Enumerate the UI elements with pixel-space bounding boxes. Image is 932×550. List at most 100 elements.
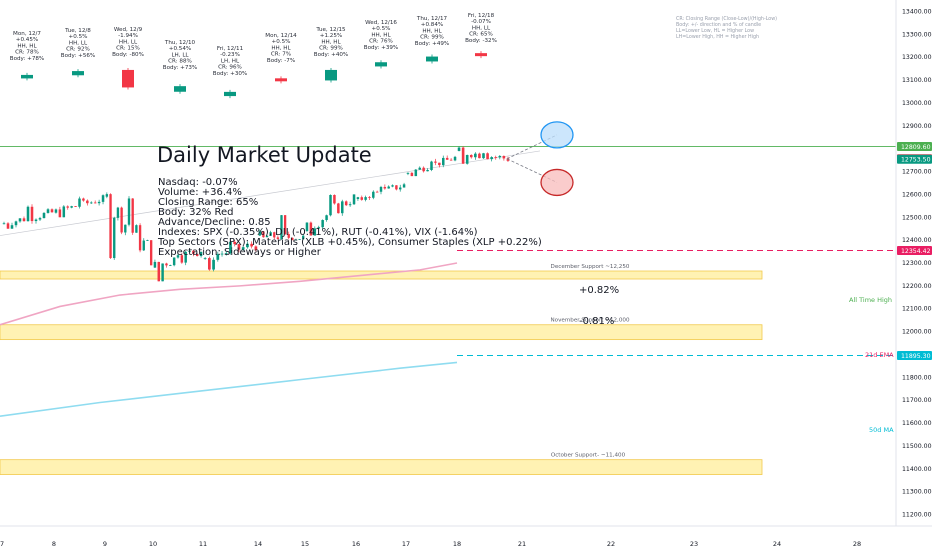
candle-body bbox=[258, 231, 261, 236]
candle-body bbox=[220, 253, 224, 255]
candle-body bbox=[329, 194, 332, 216]
price-tag-label: 12354.42 bbox=[901, 248, 931, 255]
daily-summary-line: +0.5% bbox=[372, 26, 391, 32]
summary-line: Expectation: Sideways or Higher bbox=[158, 247, 322, 258]
candle-body bbox=[418, 167, 421, 170]
projection-markers bbox=[506, 121, 574, 197]
time-tick-label: 21 bbox=[518, 540, 526, 548]
candle-body bbox=[379, 186, 383, 192]
candle-body bbox=[199, 251, 203, 257]
daily-summary-line: HH, HL bbox=[321, 39, 341, 45]
ma-label: 50d MA bbox=[869, 426, 894, 434]
candle-body bbox=[105, 194, 109, 197]
candle-body bbox=[341, 201, 344, 214]
support-zones: December Support ~12,250 November Support… bbox=[0, 264, 763, 475]
price-tick-label: 13300.00 bbox=[902, 31, 932, 38]
candle-body bbox=[74, 206, 77, 207]
price-tick-label: 13000.00 bbox=[902, 100, 932, 107]
time-axis[interactable]: 7 8 9 10 11 14 15 16 17 18 21 22 23 24 28 bbox=[0, 525, 932, 548]
candle-body bbox=[344, 201, 348, 206]
daily-summary-line: CR: 88% bbox=[168, 59, 192, 65]
daily-summary-line: +0.5% bbox=[69, 34, 88, 40]
daily-summary-line: +0.54% bbox=[169, 46, 191, 52]
candle-body bbox=[406, 172, 410, 174]
summary-line: Volume: +36.4% bbox=[158, 187, 242, 198]
candle-body bbox=[469, 154, 473, 158]
price-tick-label: 11300.00 bbox=[902, 489, 932, 496]
candle-body bbox=[180, 255, 184, 263]
candle-body bbox=[216, 254, 220, 260]
candle-body bbox=[176, 255, 180, 258]
page-title: Daily Market Update bbox=[157, 143, 372, 167]
candle-body bbox=[157, 261, 160, 282]
price-tick-label: 12500.00 bbox=[902, 214, 932, 221]
candle-body bbox=[237, 244, 241, 250]
price-tick-label: 13400.00 bbox=[902, 8, 932, 15]
price-axis[interactable]: 13400.00 13300.00 13200.00 13100.00 13000.00… bbox=[895, 0, 932, 526]
candle-body bbox=[337, 203, 340, 214]
daily-summary-line: Body: +40% bbox=[314, 52, 349, 58]
daily-summary-line: Body: +30% bbox=[213, 71, 248, 77]
candle-body bbox=[399, 187, 402, 190]
candle-body bbox=[250, 243, 254, 247]
daily-summary-line: HH, LL bbox=[119, 39, 138, 45]
candle-body bbox=[283, 215, 287, 235]
up-projection-label: +0.82% bbox=[579, 285, 619, 296]
candle-body bbox=[438, 162, 441, 166]
mini-candle-body bbox=[375, 62, 387, 67]
candle-body bbox=[426, 169, 429, 172]
level-lines bbox=[0, 146, 896, 357]
time-tick-label: 11 bbox=[199, 540, 207, 548]
price-tick-label: 12300.00 bbox=[902, 260, 932, 267]
candle-body bbox=[127, 198, 131, 225]
candle-body bbox=[188, 250, 191, 252]
time-tick-label: 9 bbox=[103, 540, 107, 548]
candle-body bbox=[66, 206, 69, 208]
price-tick-label: 11500.00 bbox=[902, 443, 932, 450]
price-tag bbox=[897, 141, 932, 151]
candle-body bbox=[131, 198, 134, 233]
candle-body bbox=[269, 232, 272, 236]
daily-summary-line: Wed, 12/9 bbox=[114, 27, 143, 33]
price-tick-label: 11600.00 bbox=[902, 420, 932, 427]
daily-summary-line: HH, LL bbox=[472, 25, 491, 31]
legend-line: LL=Lower Low, HL = Higher Low bbox=[676, 28, 754, 34]
summary-line: Closing Range: 65% bbox=[158, 197, 258, 208]
candle-body bbox=[229, 241, 232, 254]
candle-body bbox=[273, 232, 276, 238]
mini-candle-body bbox=[475, 53, 487, 57]
candle-body bbox=[449, 159, 453, 161]
ma-curve bbox=[0, 361, 458, 418]
candle-body bbox=[305, 222, 309, 231]
daily-summary-line: Mon, 12/14 bbox=[265, 33, 297, 39]
daily-summary-line: Wed, 12/16 bbox=[365, 20, 397, 26]
price-tick-label: 11700.00 bbox=[902, 397, 932, 404]
price-tag bbox=[897, 246, 932, 256]
candle-body bbox=[317, 227, 320, 229]
rising-trendline bbox=[0, 150, 541, 236]
candle-body bbox=[192, 250, 195, 254]
price-tag bbox=[897, 154, 932, 164]
daily-summary-line: CR: 99% bbox=[420, 35, 444, 41]
support-zone bbox=[0, 270, 763, 280]
candle-body bbox=[101, 195, 105, 202]
candle-body bbox=[116, 207, 120, 218]
candle-body bbox=[184, 251, 187, 263]
candle-body bbox=[494, 157, 498, 158]
daily-summary-line: LH, HL bbox=[221, 58, 240, 64]
down-projection-circle bbox=[540, 168, 574, 197]
daily-summary-line: -0.07% bbox=[471, 19, 491, 25]
daily-summary-line: HH, LL bbox=[69, 40, 88, 46]
candle-body bbox=[42, 212, 46, 219]
candle-body bbox=[54, 209, 58, 213]
candle-body bbox=[38, 218, 42, 220]
candle-body bbox=[333, 194, 336, 204]
candle-body bbox=[486, 153, 489, 160]
daily-summary-line: +0.45% bbox=[16, 37, 38, 43]
candle-body bbox=[207, 258, 211, 270]
price-tag-label: 12753.50 bbox=[901, 157, 931, 164]
candle-body bbox=[14, 221, 18, 226]
candle-body bbox=[135, 225, 138, 233]
